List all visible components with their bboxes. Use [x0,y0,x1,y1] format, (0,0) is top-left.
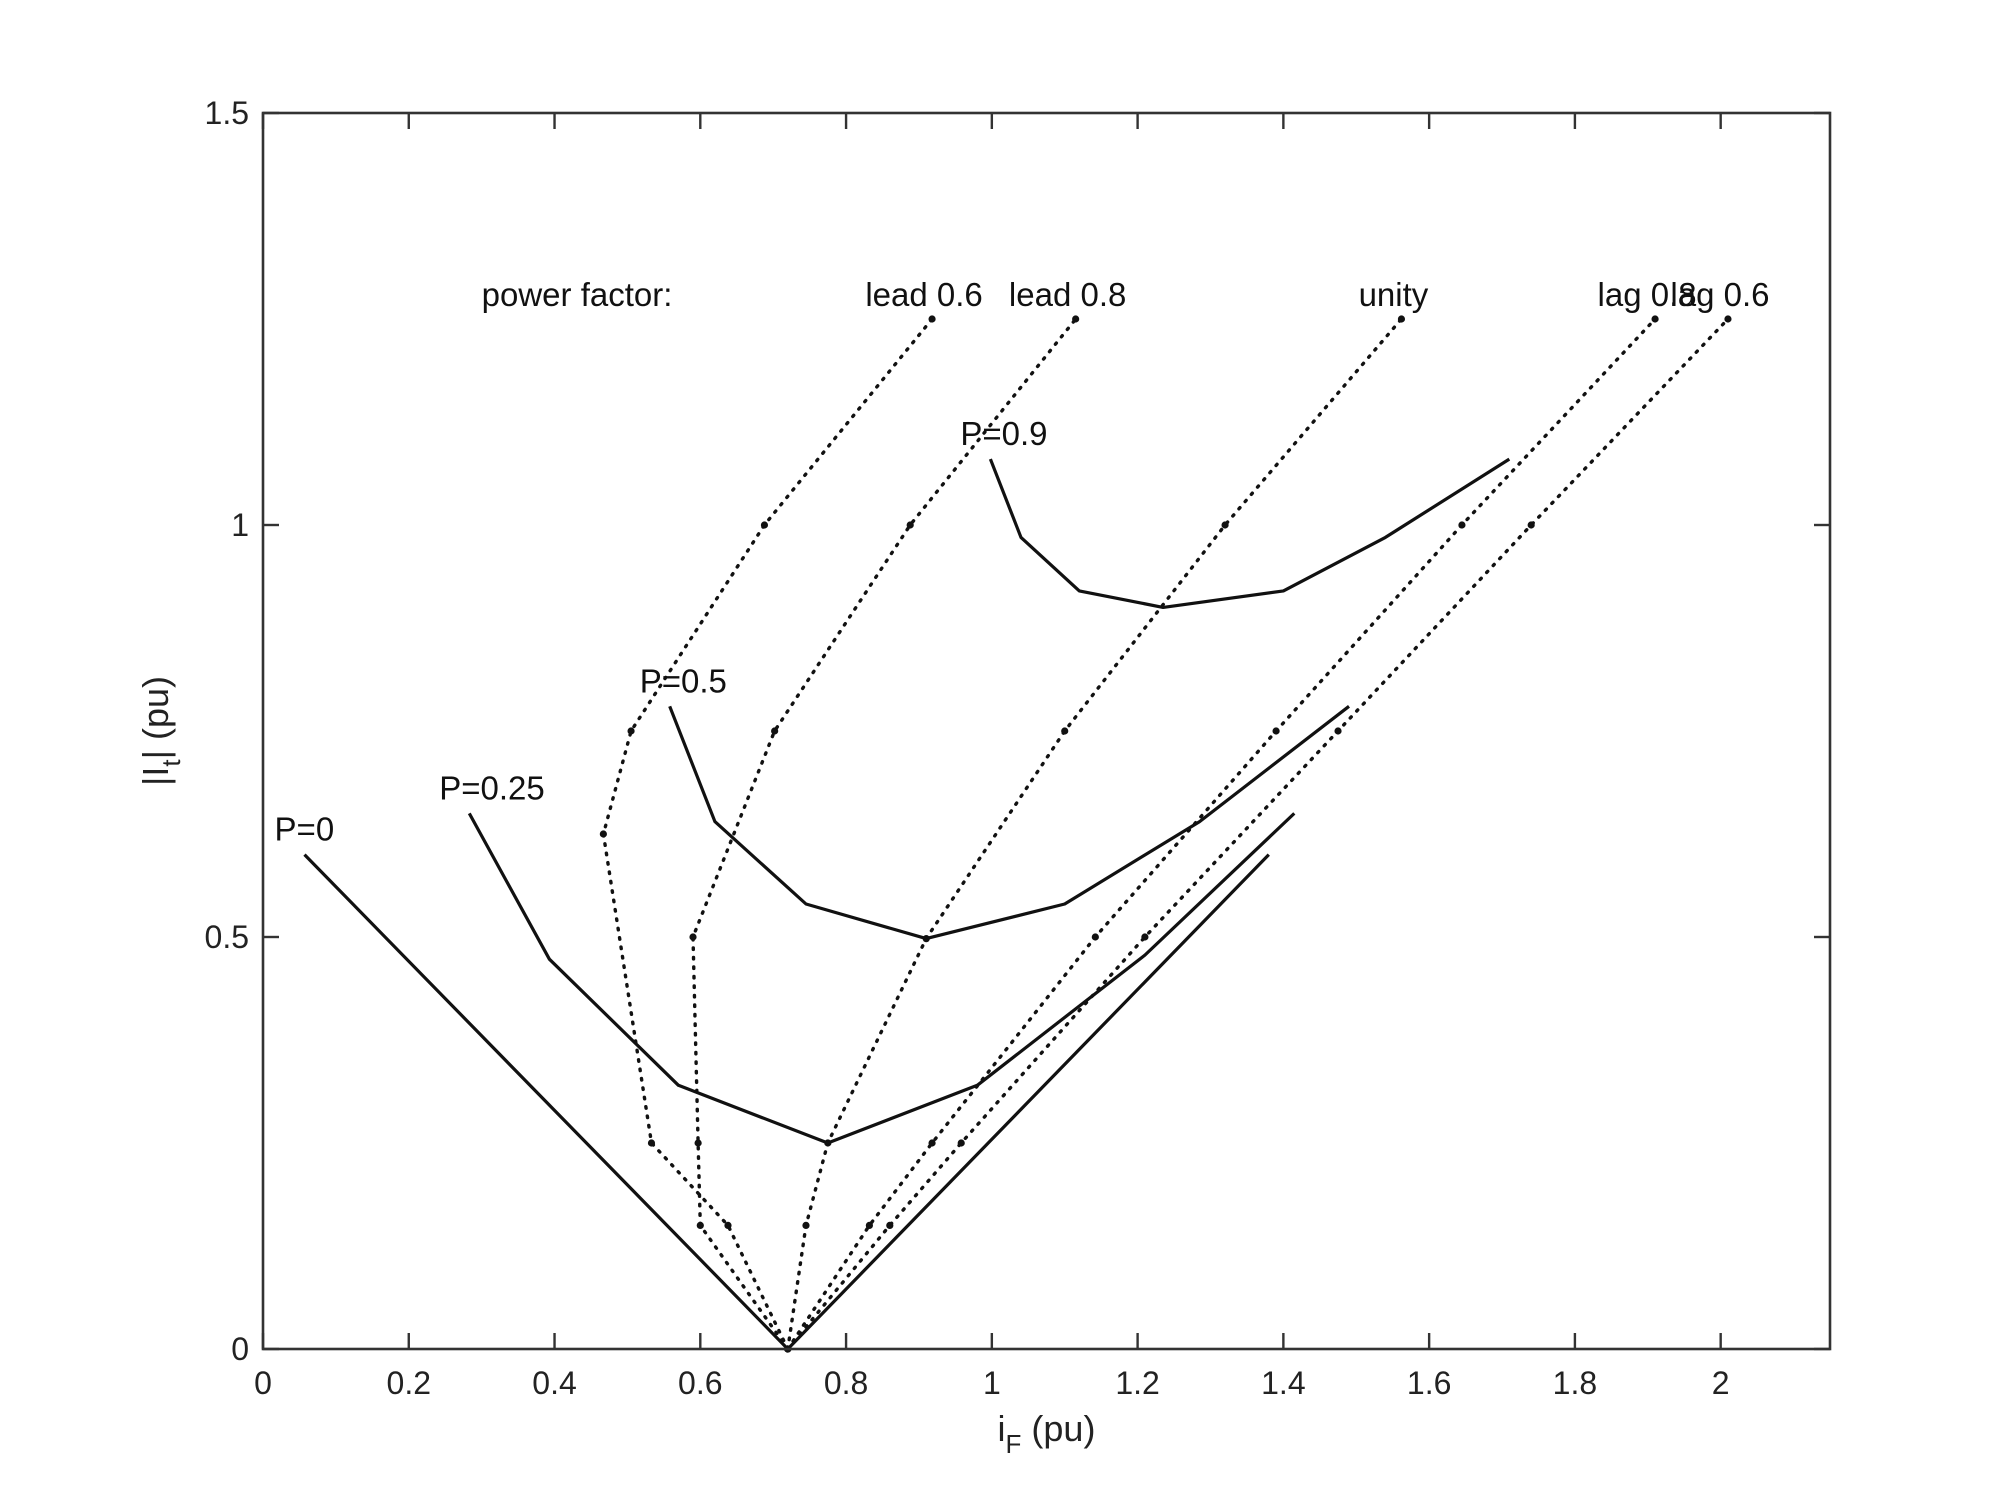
pf-curve-point [1724,315,1732,323]
pf-curve-point [760,521,769,529]
plot-area-frame [261,111,1832,1351]
pf-curve-point [689,933,697,941]
pf-curve-point [694,1139,702,1147]
pf-curve-label: lag 0.6 [1670,276,1769,313]
pf-curve-unity [786,317,1404,1351]
x-tick-label: 0.6 [678,1365,722,1401]
pf-curve-point [724,1221,732,1229]
pf-curve-label: lag 0.8 [1598,276,1697,313]
pf-curve-point [1272,727,1280,735]
x-axis-label: iF (pu) [998,1408,1096,1459]
pf-curve-point [957,1139,965,1147]
y-axis-label-main: |I [135,767,176,786]
y-axis-label-unit: | (pu) [135,676,176,759]
pf-curve-lead-0-8 [691,317,1078,1351]
pf-curve-point [1061,727,1069,735]
pf-curve-point [928,1139,936,1147]
pf-curve-point [928,315,936,323]
x-tick-label: 0.8 [824,1365,868,1401]
power-curve-p-0-9 [988,457,1511,610]
power-curve-label: P=0.9 [960,415,1047,452]
x-tick-label: 1.4 [1261,1365,1305,1401]
pf-curve-point [1072,315,1080,323]
pf-curve-point [802,1221,810,1229]
chart-curves [303,315,1732,1353]
x-axis-label-main: i [998,1408,1006,1449]
pf-curve-point [1141,933,1149,941]
pf-curve-point [1458,521,1466,529]
pf-curve-lag-0-6 [786,317,1730,1351]
y-tick-label: 0.5 [205,919,249,955]
pf-curve-point [886,1221,894,1229]
pf-curve-point [865,1221,873,1229]
y-tick-label: 1.5 [205,95,249,131]
power-curve-label: P=0.25 [439,769,545,806]
x-tick-label: 1 [983,1365,1001,1401]
y-tick-label: 1 [231,507,249,543]
power-curve-p-0 [303,853,1270,1351]
x-tick-label: 1.6 [1407,1365,1451,1401]
pf-curve-label: unity [1359,276,1429,313]
pf-curve-lead-0-6 [601,317,934,1351]
pf-curve-point [599,830,607,838]
pf-curve-point [1397,315,1406,323]
x-tick-label: 0 [254,1365,272,1401]
x-axis-label-subscript: F [1006,1429,1022,1459]
y-axis-label: |It| (pu) [135,676,186,786]
pf-curve-point [627,727,635,735]
pf-curve-label: lead 0.8 [1009,276,1126,313]
x-tick-label: 0.2 [387,1365,431,1401]
x-tick-label: 2 [1712,1365,1730,1401]
pf-curve-point [647,1139,656,1147]
pf-curve-point [696,1221,704,1229]
axis-ticks: 0 0.2 0.4 0.6 0.8 1 1.2 1.4 1.6 1.8 2 0 0.5 1 1.5 [205,95,1830,1401]
pf-curve-label: lead 0.6 [865,276,982,313]
y-axis-label-subscript: t [156,759,186,767]
x-axis-label-unit: (pu) [1021,1408,1095,1449]
pf-curve-point [1651,315,1659,323]
x-tick-label: 1.8 [1553,1365,1597,1401]
pf-curve-point [1334,727,1342,735]
y-tick-label: 0 [231,1331,249,1367]
power-factor-heading: power factor: [482,276,673,313]
x-tick-label: 1.2 [1115,1365,1159,1401]
power-curve-p-0-25 [467,812,1296,1145]
power-curve-p-0-5 [668,705,1350,941]
pf-curve-point [771,727,779,735]
power-curve-label: P=0 [275,811,335,848]
pf-curve-point [1527,521,1535,529]
x-tick-label: 0.4 [532,1365,576,1401]
power-curve-label: P=0.5 [640,662,727,699]
pf-curve-point [1091,933,1099,941]
pf-curve-point [906,521,914,529]
pf-curve-point [1221,521,1229,529]
